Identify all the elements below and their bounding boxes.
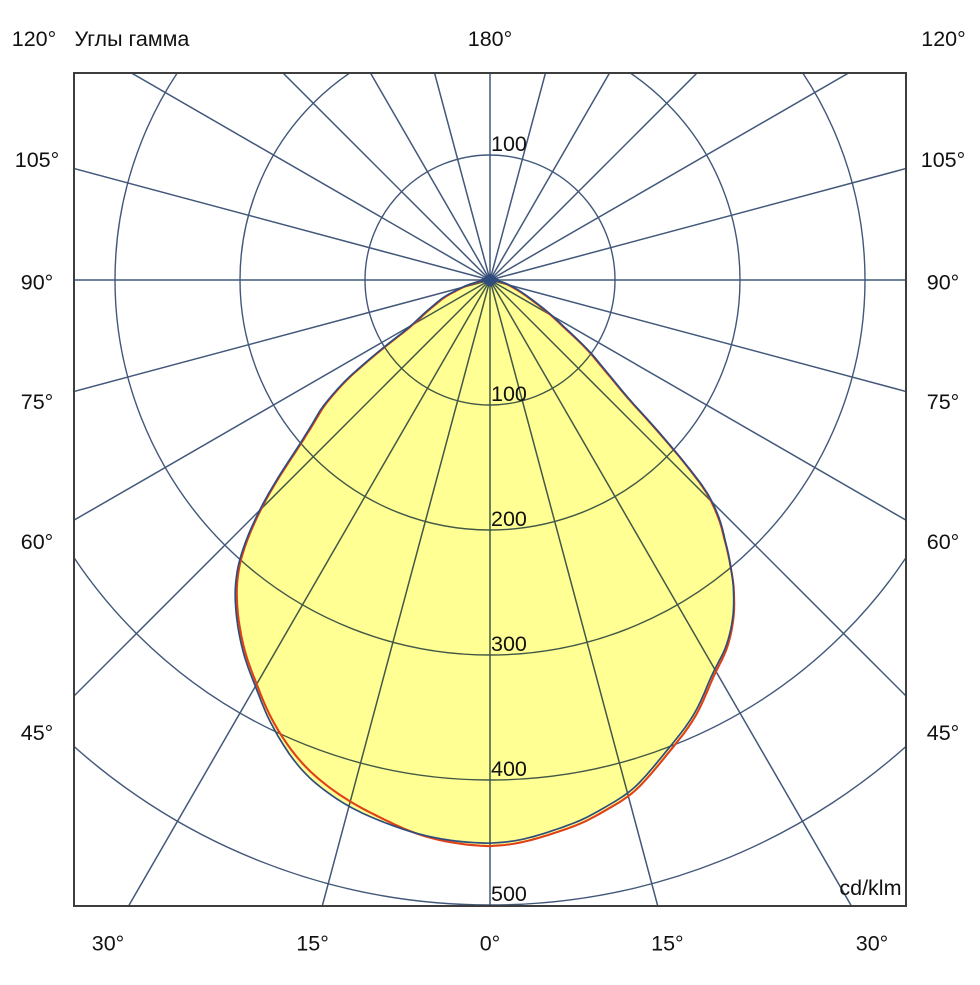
svg-text:15°: 15°	[296, 932, 329, 956]
svg-text:105°: 105°	[15, 148, 59, 172]
svg-text:500: 500	[491, 882, 527, 906]
svg-text:200: 200	[491, 507, 527, 531]
svg-text:30°: 30°	[92, 932, 125, 956]
svg-text:60°: 60°	[21, 530, 54, 554]
svg-text:180°: 180°	[468, 27, 512, 51]
svg-text:100: 100	[491, 382, 527, 406]
svg-text:120°: 120°	[921, 27, 965, 51]
svg-text:75°: 75°	[927, 390, 960, 414]
svg-text:15°: 15°	[651, 932, 684, 956]
svg-text:90°: 90°	[927, 271, 960, 295]
svg-text:cd/klm: cd/klm	[839, 876, 901, 900]
svg-text:300: 300	[491, 632, 527, 656]
svg-text:Углы гамма: Углы гамма	[75, 27, 190, 51]
svg-text:30°: 30°	[856, 932, 889, 956]
svg-text:90°: 90°	[21, 271, 54, 295]
svg-text:100: 100	[491, 132, 527, 156]
svg-text:105°: 105°	[921, 148, 965, 172]
svg-text:400: 400	[491, 757, 527, 781]
svg-text:45°: 45°	[21, 721, 54, 745]
svg-text:75°: 75°	[21, 390, 54, 414]
svg-text:60°: 60°	[927, 530, 960, 554]
svg-text:45°: 45°	[927, 721, 960, 745]
svg-text:120°: 120°	[12, 27, 56, 51]
svg-text:0°: 0°	[480, 932, 501, 956]
